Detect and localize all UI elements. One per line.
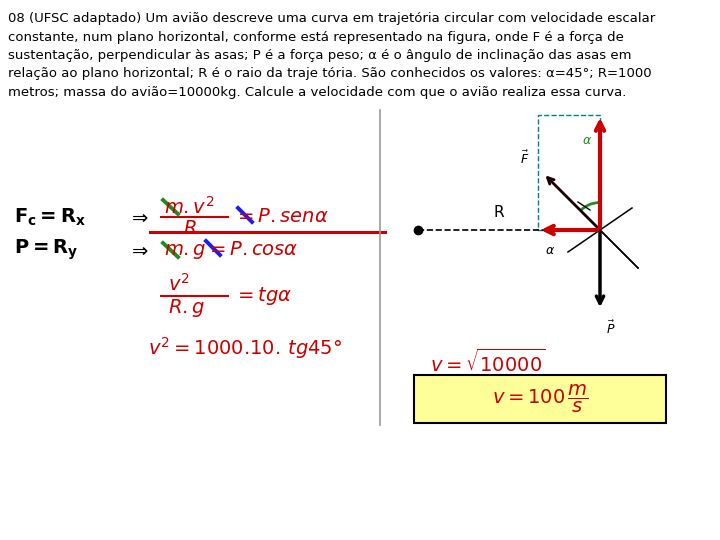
- Text: $\mathit{m.g = P.cos\alpha}$: $\mathit{m.g = P.cos\alpha}$: [164, 239, 299, 261]
- Text: $\alpha$: $\alpha$: [582, 133, 592, 146]
- FancyBboxPatch shape: [414, 375, 666, 423]
- Text: $= \mathit{tg\alpha}$: $= \mathit{tg\alpha}$: [234, 285, 292, 307]
- Text: $\mathit{R}$: $\mathit{R}$: [183, 219, 197, 239]
- Text: $\alpha$: $\alpha$: [545, 244, 555, 256]
- Text: $\mathbf{F_c = R_x}$: $\mathbf{F_c = R_x}$: [14, 206, 86, 228]
- Text: R: R: [494, 205, 504, 220]
- Text: $\Rightarrow$: $\Rightarrow$: [128, 240, 149, 260]
- Text: $\Rightarrow$: $\Rightarrow$: [128, 207, 149, 226]
- Text: 08 (UFSC adaptado) Um avião descreve uma curva em trajetória circular com veloci: 08 (UFSC adaptado) Um avião descreve uma…: [8, 12, 655, 99]
- Text: $\vec{P}$: $\vec{P}$: [606, 320, 616, 338]
- Text: $\mathit{v^2}$: $\mathit{v^2}$: [168, 273, 189, 295]
- Text: $\mathbf{P = R_y}$: $\mathbf{P = R_y}$: [14, 238, 78, 262]
- Bar: [538, 115, 600, 230]
- Text: $=\mathit{P.sen\alpha}$: $=\mathit{P.sen\alpha}$: [234, 207, 329, 226]
- Text: $\mathit{v^2 = 1000.10.\,tg45°}$: $\mathit{v^2 = 1000.10.\,tg45°}$: [148, 335, 342, 361]
- Text: $\vec{F}$: $\vec{F}$: [520, 150, 529, 167]
- Text: $\mathit{v = \sqrt{10000}}$: $\mathit{v = \sqrt{10000}}$: [430, 348, 546, 376]
- Text: $\mathit{v = 100\,\dfrac{m}{s}}$: $\mathit{v = 100\,\dfrac{m}{s}}$: [492, 383, 588, 415]
- Text: $\mathit{R.g}$: $\mathit{R.g}$: [168, 297, 205, 319]
- Text: $\mathit{m.v^2}$: $\mathit{m.v^2}$: [164, 196, 215, 218]
